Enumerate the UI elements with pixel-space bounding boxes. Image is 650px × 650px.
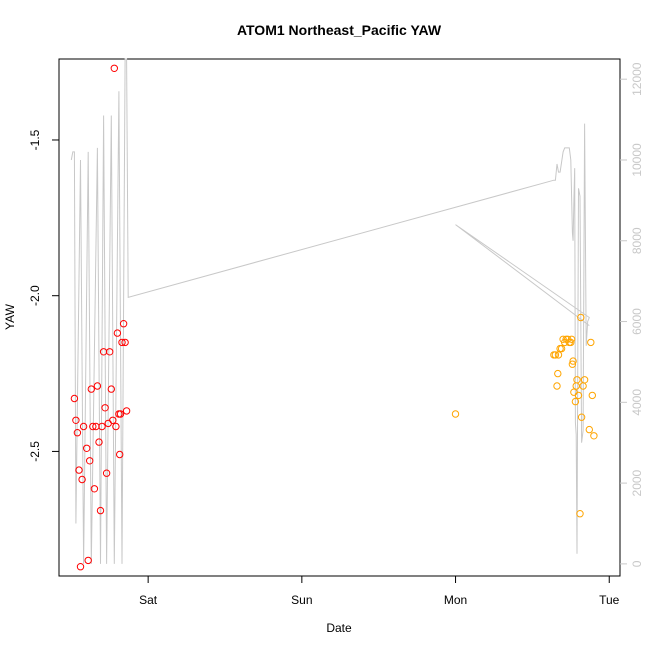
orange-point [571, 397, 580, 406]
plot-frame [58, 58, 621, 577]
red-point [76, 563, 85, 571]
red-point [78, 475, 86, 484]
orange-point [553, 382, 561, 390]
red-point [70, 394, 79, 403]
red-point [106, 348, 114, 356]
x-tick-label: Tue [599, 593, 620, 607]
orange-point [587, 338, 595, 347]
orange-point [569, 357, 577, 365]
orange-point [554, 369, 562, 378]
y2-tick-label: 10000 [630, 143, 644, 177]
red-point [75, 466, 83, 474]
orange-point [570, 388, 578, 396]
x-axis-label: Date [326, 621, 352, 635]
red-point [96, 506, 105, 515]
red-point [113, 329, 122, 337]
orange-point [567, 335, 576, 343]
point-layer [70, 64, 598, 571]
red-point [89, 422, 97, 431]
red-point [95, 438, 103, 446]
x-tick-label: Mon [444, 593, 467, 607]
red-point [118, 338, 126, 347]
red-point [87, 385, 96, 393]
red-point [72, 416, 80, 424]
red-point [99, 348, 108, 356]
y-tick-label: -2.5 [28, 441, 42, 462]
y2-tick-label: 8000 [630, 227, 644, 254]
orange-point [577, 413, 586, 421]
red-point [98, 422, 106, 431]
red-point [121, 338, 129, 347]
y-axis-label: YAW [3, 303, 17, 330]
y-axis-right: 0 2000 4000 6000 8000 10000 12000 [620, 62, 644, 567]
y2-tick-label: 4000 [630, 389, 644, 416]
red-point [112, 422, 120, 431]
red-point [83, 444, 91, 452]
line-series [70, 58, 590, 564]
red-point [116, 450, 124, 459]
y-tick-label: -1.5 [28, 129, 42, 150]
red-point [79, 422, 88, 431]
red-point [90, 485, 99, 493]
x-axis: Sat Sun Mon Tue [139, 576, 620, 607]
orange-point [590, 432, 598, 440]
orange-point [572, 382, 580, 390]
red-point [93, 382, 102, 390]
orange-point [585, 425, 593, 434]
orange-point [568, 360, 577, 368]
red-point [102, 469, 111, 477]
red-point [109, 416, 117, 424]
orange-point [567, 338, 575, 347]
y-tick-label: -2.0 [28, 285, 42, 306]
y2-tick-label: 6000 [630, 308, 644, 335]
red-point [122, 407, 131, 415]
orange-point [573, 376, 581, 384]
orange-point [576, 510, 584, 518]
orange-point [451, 410, 460, 418]
orange-point [580, 376, 589, 384]
red-point [101, 404, 109, 412]
y2-tick-label: 2000 [630, 469, 644, 496]
red-point [86, 457, 94, 465]
red-point [107, 385, 116, 393]
y2-tick-label: 12000 [630, 62, 644, 96]
orange-point [551, 351, 560, 359]
x-tick-label: Sat [139, 593, 158, 607]
red-point [73, 429, 82, 437]
orange-point [577, 313, 585, 322]
orange-point [557, 344, 566, 353]
red-point [110, 64, 119, 73]
red-point [119, 320, 128, 328]
chart-title: ATOM1 Northeast_Pacific YAW [237, 22, 442, 38]
x-tick-label: Sun [291, 593, 312, 607]
orange-point [574, 391, 583, 400]
red-point [116, 410, 125, 418]
line-layer [70, 58, 590, 564]
orange-point [556, 344, 564, 353]
y2-tick-label: 0 [630, 560, 644, 567]
orange-point [588, 391, 596, 400]
y-axis-left: -1.5 -2.0 -2.5 [28, 129, 59, 462]
red-point [84, 556, 92, 565]
